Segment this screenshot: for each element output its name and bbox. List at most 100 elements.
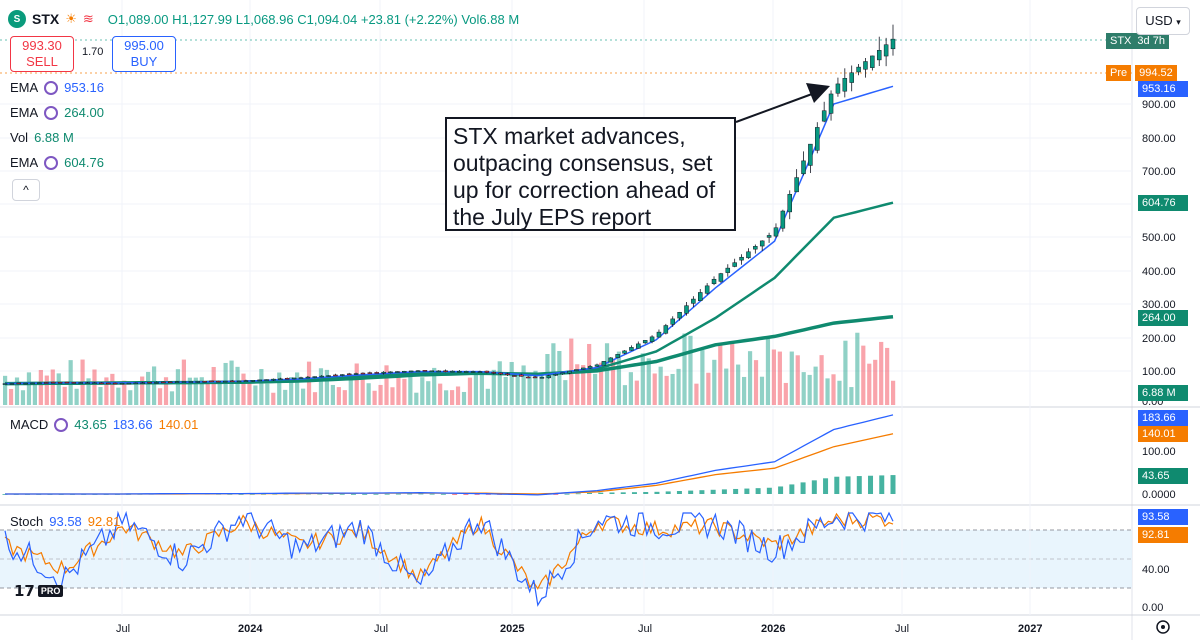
candle-body [567, 370, 572, 374]
volume-bar [509, 361, 514, 405]
sell-button[interactable]: 993.30 SELL [10, 36, 74, 72]
candle-body [622, 350, 627, 354]
volume-bar [676, 368, 681, 405]
volume-bar [438, 383, 443, 405]
candle [629, 345, 634, 351]
volume-bar [116, 387, 121, 405]
low-value: L1,068.96 [235, 11, 294, 27]
volume-bar [318, 368, 324, 405]
chevron-up-icon: ^ [23, 183, 29, 197]
candle-body [870, 55, 875, 68]
volume-bar [330, 384, 335, 405]
candle-body [450, 370, 455, 373]
volume-bar [449, 390, 455, 405]
svg-text:40.00: 40.00 [1142, 564, 1170, 576]
legend-stoch[interactable]: Stoch 93.58 92.81 [10, 514, 120, 529]
candle [725, 264, 731, 277]
macd-hist-bar [474, 494, 480, 495]
stx-logo-icon: S [8, 10, 26, 28]
badge-stx: STX 3d 7h [1106, 33, 1169, 49]
legend-ema1[interactable]: EMA 953.16 [10, 80, 104, 95]
volume-bar [491, 369, 496, 405]
candle [209, 380, 214, 383]
volume-bar [604, 343, 610, 405]
volume-bar [759, 376, 765, 405]
pro-badge-icon: PRO [37, 585, 64, 597]
candle-body [801, 160, 806, 175]
legend-ema3[interactable]: EMA 604.76 [10, 155, 104, 170]
macd-hist-bar [463, 494, 469, 495]
candle-body [539, 377, 545, 379]
stoch-k-line [4, 510, 894, 607]
volume-bar [74, 388, 79, 405]
macd-hist-bar [587, 492, 593, 494]
candle [759, 240, 765, 251]
macd-hist-bar [564, 493, 570, 495]
candle [236, 380, 242, 383]
candle-body [250, 380, 256, 382]
candle [367, 371, 373, 374]
candle-body [842, 78, 848, 92]
svg-text:2026: 2026 [761, 623, 785, 635]
currency-select[interactable]: USD ▾ [1136, 7, 1190, 35]
candle-body [112, 382, 118, 385]
macd-hist-bar [688, 490, 694, 494]
macd-hist-bar [778, 486, 784, 494]
symbol-header: S STX ☀ ≋ O1,089.00 H1,127.99 L1,068.96 … [8, 8, 519, 30]
legend-vol[interactable]: Vol 6.88 M [10, 130, 74, 145]
candle-body [167, 381, 173, 384]
volume-bar [742, 376, 747, 405]
legend-macd[interactable]: MACD 43.65 183.66 140.01 [10, 417, 198, 432]
candle-body [642, 340, 648, 344]
volume-bar [426, 381, 431, 405]
volume-bar [38, 369, 43, 405]
volume-bar [700, 350, 705, 405]
candle-body [374, 372, 379, 374]
candle [106, 382, 111, 385]
candle-body [333, 374, 338, 377]
candle [642, 340, 648, 344]
ohlc-readout: O1,089.00 H1,127.99 L1,068.96 C1,094.04 … [108, 12, 519, 27]
candle [112, 382, 118, 385]
candle [766, 232, 772, 243]
volume-bar [163, 377, 169, 405]
candle-body [856, 66, 861, 73]
candle [828, 90, 834, 121]
volume-bar [825, 378, 830, 405]
candle-body [174, 381, 180, 383]
badge-pre-value: 994.52 [1135, 65, 1177, 81]
volume-bar [622, 385, 628, 405]
candle [890, 24, 896, 56]
candle [9, 382, 15, 385]
candle [883, 37, 889, 67]
volume-bar [479, 374, 484, 405]
legend-ema2[interactable]: EMA 264.00 [10, 105, 104, 120]
svg-text:300.00: 300.00 [1142, 299, 1176, 311]
macd-hist-bar [395, 493, 401, 495]
candle [491, 371, 496, 375]
candle [422, 370, 428, 372]
volume-bar [193, 377, 198, 405]
legend-ema1-name: EMA [10, 80, 39, 95]
sun-icon: ☀ [65, 11, 77, 26]
volume-bar [86, 378, 91, 405]
collapse-legend-button[interactable]: ^ [12, 179, 40, 201]
candle-body [92, 382, 97, 385]
candle [574, 369, 579, 372]
symbol-name[interactable]: STX [32, 11, 60, 27]
volume-bar [175, 369, 181, 405]
candle-body [546, 375, 552, 379]
settings-gear-icon[interactable] [1156, 620, 1170, 634]
candle-body [243, 380, 249, 382]
candle-body [525, 376, 531, 379]
buy-button[interactable]: 995.00 BUY [112, 36, 176, 72]
volume-bar [581, 365, 586, 405]
badge-stoch-d: 92.81 [1138, 527, 1188, 543]
candle [608, 357, 614, 363]
candle [636, 341, 641, 349]
candle [876, 36, 882, 67]
candle [787, 190, 792, 220]
candle-body [367, 372, 373, 374]
volume-bar [575, 364, 580, 405]
